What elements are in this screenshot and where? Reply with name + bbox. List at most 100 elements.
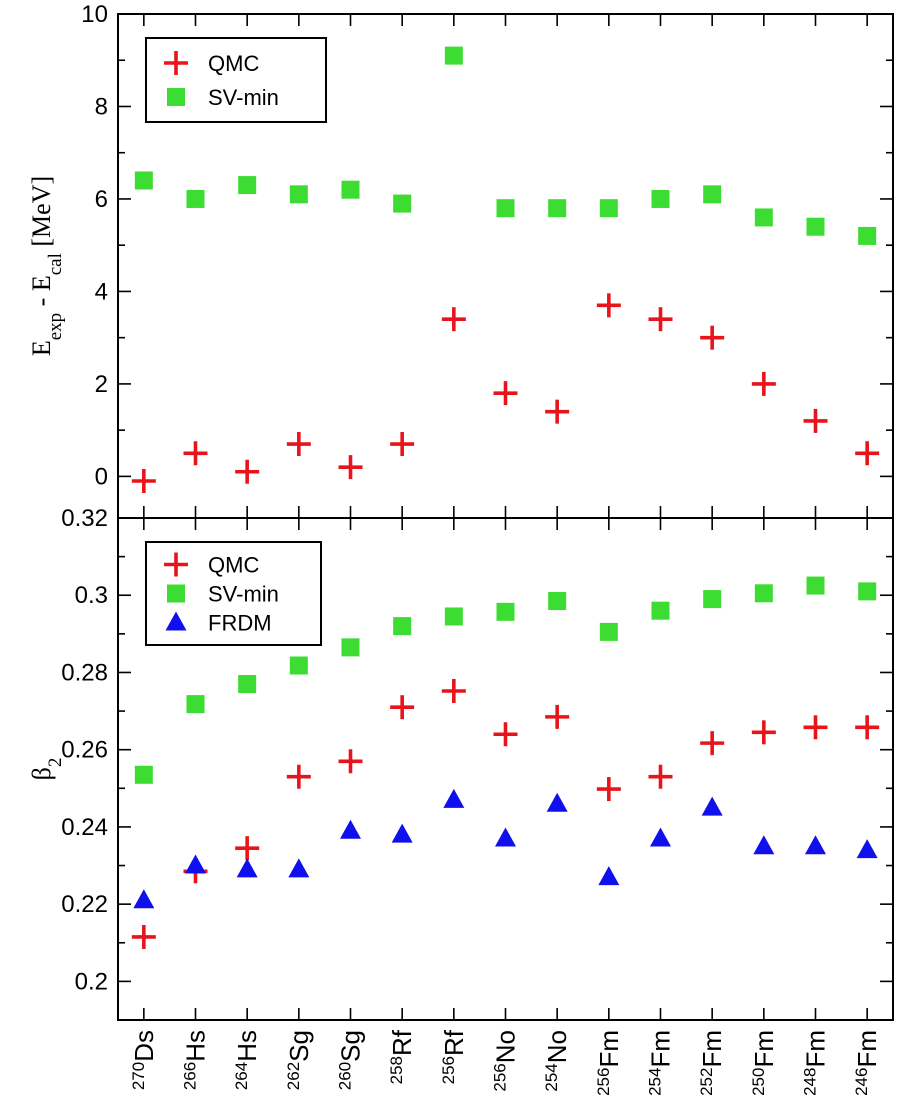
y-axis-label: Eexp - Ecal [MeV]: [27, 176, 66, 356]
y-tick-label: 4: [95, 278, 108, 305]
x-tick-label: 250Fm: [748, 1030, 779, 1096]
point-sv-min: [393, 194, 412, 213]
point-qmc: [855, 441, 880, 466]
point-sv-min: [651, 189, 670, 208]
y-tick-label: 10: [81, 1, 108, 28]
bottom-panel: 0.2 0.22 0.24 0.26 0.28 0.3 0.32 β2 QMC SV-min FRD…: [27, 505, 894, 1021]
point-qmc: [545, 704, 570, 729]
point-sv-min: [754, 208, 773, 227]
point-sv-min: [548, 199, 567, 218]
point-sv-min: [289, 656, 308, 675]
legend-marker-frdm: [165, 611, 187, 631]
point-qmc: [390, 695, 415, 720]
point-qmc: [751, 371, 776, 396]
point-sv-min: [186, 695, 205, 714]
point-sv-min: [238, 176, 257, 195]
legend-label-sv-min: SV-min: [208, 582, 279, 607]
point-qmc: [131, 469, 156, 494]
y-tick-label: 0.22: [61, 891, 108, 918]
point-qmc: [751, 720, 776, 745]
legend: QMC SV-min: [145, 37, 327, 123]
point-frdm: [236, 858, 258, 878]
point-sv-min: [548, 592, 567, 611]
x-tick-label: 252Fm: [697, 1030, 728, 1096]
point-sv-min: [703, 590, 722, 609]
point-sv-min: [238, 675, 257, 694]
point-qmc: [545, 399, 570, 424]
y-tick-label: 0.24: [61, 814, 108, 841]
x-tick-label: 256Fm: [593, 1030, 624, 1096]
point-qmc: [493, 381, 518, 406]
point-qmc: [855, 715, 880, 740]
legend-label-qmc: QMC: [208, 553, 259, 578]
point-frdm: [753, 835, 775, 855]
point-qmc: [803, 715, 828, 740]
x-tick-label: 264Hs: [232, 1030, 263, 1090]
point-sv-min: [341, 638, 360, 657]
point-sv-min: [599, 622, 618, 641]
point-sv-min: [858, 226, 877, 245]
x-tick-label: 258Rf: [387, 1029, 418, 1084]
y-tick-label: 0.2: [75, 968, 108, 995]
x-tick-label: 260Sg: [335, 1030, 366, 1090]
point-sv-min: [289, 185, 308, 204]
point-qmc: [596, 777, 621, 802]
point-sv-min: [651, 601, 670, 620]
point-frdm: [185, 854, 206, 874]
y-tick-label: 0.32: [61, 505, 108, 532]
x-tick-label: 254Fm: [645, 1030, 676, 1096]
point-sv-min: [496, 199, 515, 218]
y-tick-label: 8: [95, 93, 108, 120]
y-tick-label: 0.3: [75, 582, 108, 609]
x-tick-label: 256No: [490, 1030, 521, 1092]
point-qmc: [235, 836, 260, 861]
x-tick-label: 262Sg: [283, 1030, 314, 1090]
point-qmc: [183, 441, 208, 466]
top-panel: 0 2 4 6 8 10 Eexp - Ecal [MeV] QMC SV-min: [27, 1, 894, 519]
point-qmc: [700, 325, 725, 350]
y-axis-label: β2: [27, 758, 66, 781]
y-tick-label: 0.28: [61, 659, 108, 686]
point-sv-min: [599, 199, 618, 218]
legend-marker-qmc: [164, 51, 188, 75]
point-frdm: [701, 796, 723, 816]
point-qmc: [390, 432, 415, 457]
point-qmc: [648, 764, 673, 789]
legend-label-frdm: FRDM: [208, 611, 272, 636]
point-sv-min: [393, 617, 412, 636]
point-frdm: [598, 866, 620, 886]
legend-marker-sv-min: [167, 88, 185, 106]
point-qmc: [441, 307, 466, 332]
x-category-labels: 270Ds 266Hs 264Hs 262Sg 260Sg 258Rf 256Rf 256No…: [128, 1029, 882, 1096]
legend-label-sv-min: SV-min: [208, 85, 279, 110]
x-tick-label: 266Hs: [180, 1030, 211, 1090]
point-frdm: [805, 835, 826, 855]
point-sv-min: [444, 46, 463, 65]
point-sv-min: [806, 217, 825, 236]
point-sv-min: [444, 607, 463, 626]
point-qmc: [700, 731, 725, 756]
x-tick-label: 246Fm: [852, 1030, 883, 1096]
series-frdm: [133, 788, 878, 909]
point-sv-min: [703, 185, 722, 204]
series-qmc: [131, 293, 880, 494]
legend: QMC SV-min FRDM: [145, 541, 322, 646]
point-qmc: [493, 722, 518, 747]
point-frdm: [288, 858, 310, 878]
point-qmc: [286, 432, 311, 457]
x-tick-label: 270Ds: [128, 1030, 159, 1090]
y-tick-label: 6: [95, 186, 108, 213]
legend-marker-qmc: [164, 552, 188, 577]
y-tick-label: 0: [95, 463, 108, 490]
series-sv-min: [134, 576, 877, 784]
y-tick-label: 2: [95, 371, 108, 398]
point-sv-min: [806, 576, 825, 595]
point-qmc: [131, 924, 156, 949]
point-sv-min: [134, 765, 153, 784]
point-sv-min: [341, 180, 360, 199]
point-qmc: [803, 408, 828, 433]
legend-marker-sv-min: [167, 584, 185, 603]
point-sv-min: [186, 189, 205, 208]
point-sv-min: [134, 171, 153, 190]
